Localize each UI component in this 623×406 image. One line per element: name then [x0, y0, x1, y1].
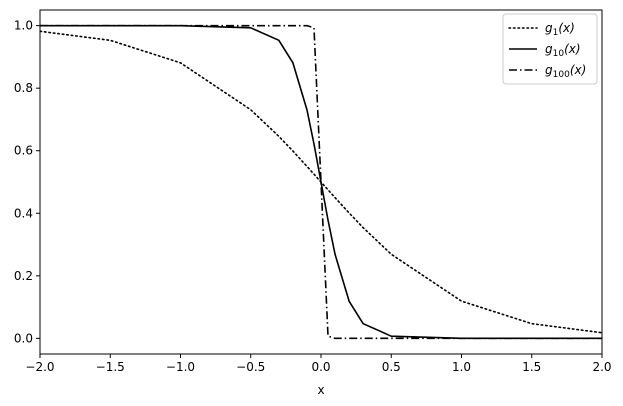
legend-label-g1: g1(x)	[545, 21, 575, 38]
x-tick-label: −1.0	[166, 360, 195, 374]
x-tick-label: −0.5	[236, 360, 265, 374]
y-tick-label: 1.0	[14, 19, 33, 33]
y-tick-label: 0.4	[14, 206, 33, 220]
y-tick-label: 0.0	[14, 331, 33, 345]
x-tick-label: 2.0	[592, 360, 611, 374]
series-layer	[40, 24, 602, 340]
y-tick-label: 0.8	[14, 81, 33, 95]
y-tick-label: 0.2	[14, 269, 33, 283]
y-tick-label: 0.6	[14, 144, 33, 158]
x-tick-label: 0.5	[382, 360, 401, 374]
series-line-g100	[40, 24, 602, 340]
series-line-g10	[40, 24, 602, 340]
plot-frame	[39, 9, 603, 355]
axes-layer: −2.0 −1.5 −1.0 −0.5 0.0 0.5 1.0 1.5 2.0 0.0 0.2 0.4…	[14, 19, 612, 374]
x-tick-label: 1.0	[452, 360, 471, 374]
legend-label-g100: g100(x)	[545, 63, 586, 80]
x-tick-label: 1.5	[522, 360, 541, 374]
x-axis-label: x	[317, 383, 324, 397]
x-tick-label: 0.0	[311, 360, 330, 374]
legend-label-g10: g10(x)	[545, 42, 581, 59]
legend: g1(x) g10(x) g100(x)	[502, 13, 598, 85]
x-tick-label: −2.0	[25, 360, 54, 374]
legend-box	[502, 13, 598, 85]
x-tick-label: −1.5	[96, 360, 125, 374]
